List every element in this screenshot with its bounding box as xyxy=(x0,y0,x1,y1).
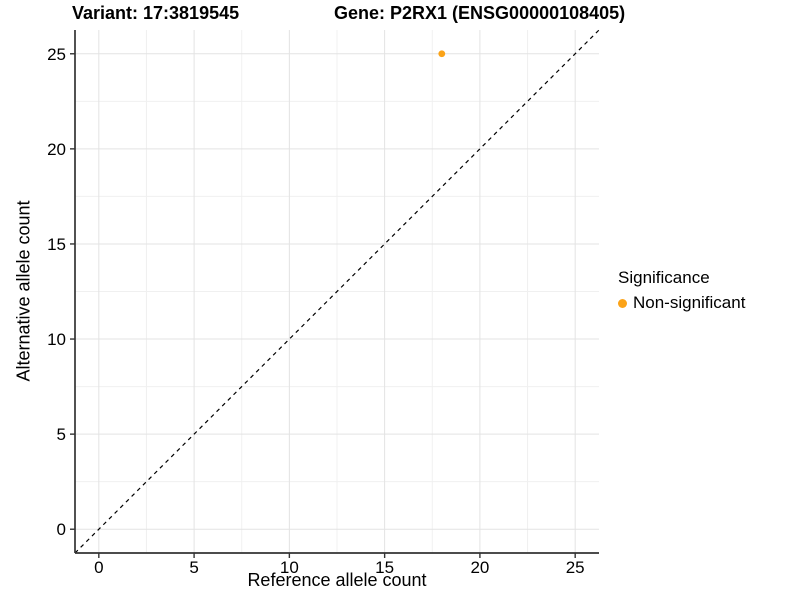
legend-title: Significance xyxy=(618,268,710,287)
x-tick-label: 15 xyxy=(375,558,394,577)
x-tick-label: 10 xyxy=(280,558,299,577)
legend-point-icon xyxy=(618,298,627,308)
variant-title: Variant: 17:3819545 xyxy=(72,3,240,23)
x-tick-label: 25 xyxy=(566,558,585,577)
legend-item: Non-significant xyxy=(618,293,745,313)
y-tick-label: 20 xyxy=(47,140,66,159)
x-tick-label: 0 xyxy=(94,558,103,577)
y-axis-title: Alternative allele count xyxy=(13,200,34,382)
y-tick-label: 5 xyxy=(57,425,66,444)
x-axis-title: Reference allele count xyxy=(247,570,427,590)
identity-line xyxy=(74,29,600,554)
legend-item-label: Non-significant xyxy=(633,293,746,312)
data-point xyxy=(438,50,446,58)
legend: Significance Non-significant xyxy=(618,268,745,313)
x-tick-label: 5 xyxy=(189,558,198,577)
x-tick-label: 20 xyxy=(470,558,489,577)
gene-title: Gene: P2RX1 (ENSG00000108405) xyxy=(334,3,626,23)
y-tick-label: 25 xyxy=(47,45,66,64)
y-tick-label: 0 xyxy=(57,520,66,539)
y-tick-label: 10 xyxy=(47,330,66,349)
y-tick-label: 15 xyxy=(47,235,66,254)
